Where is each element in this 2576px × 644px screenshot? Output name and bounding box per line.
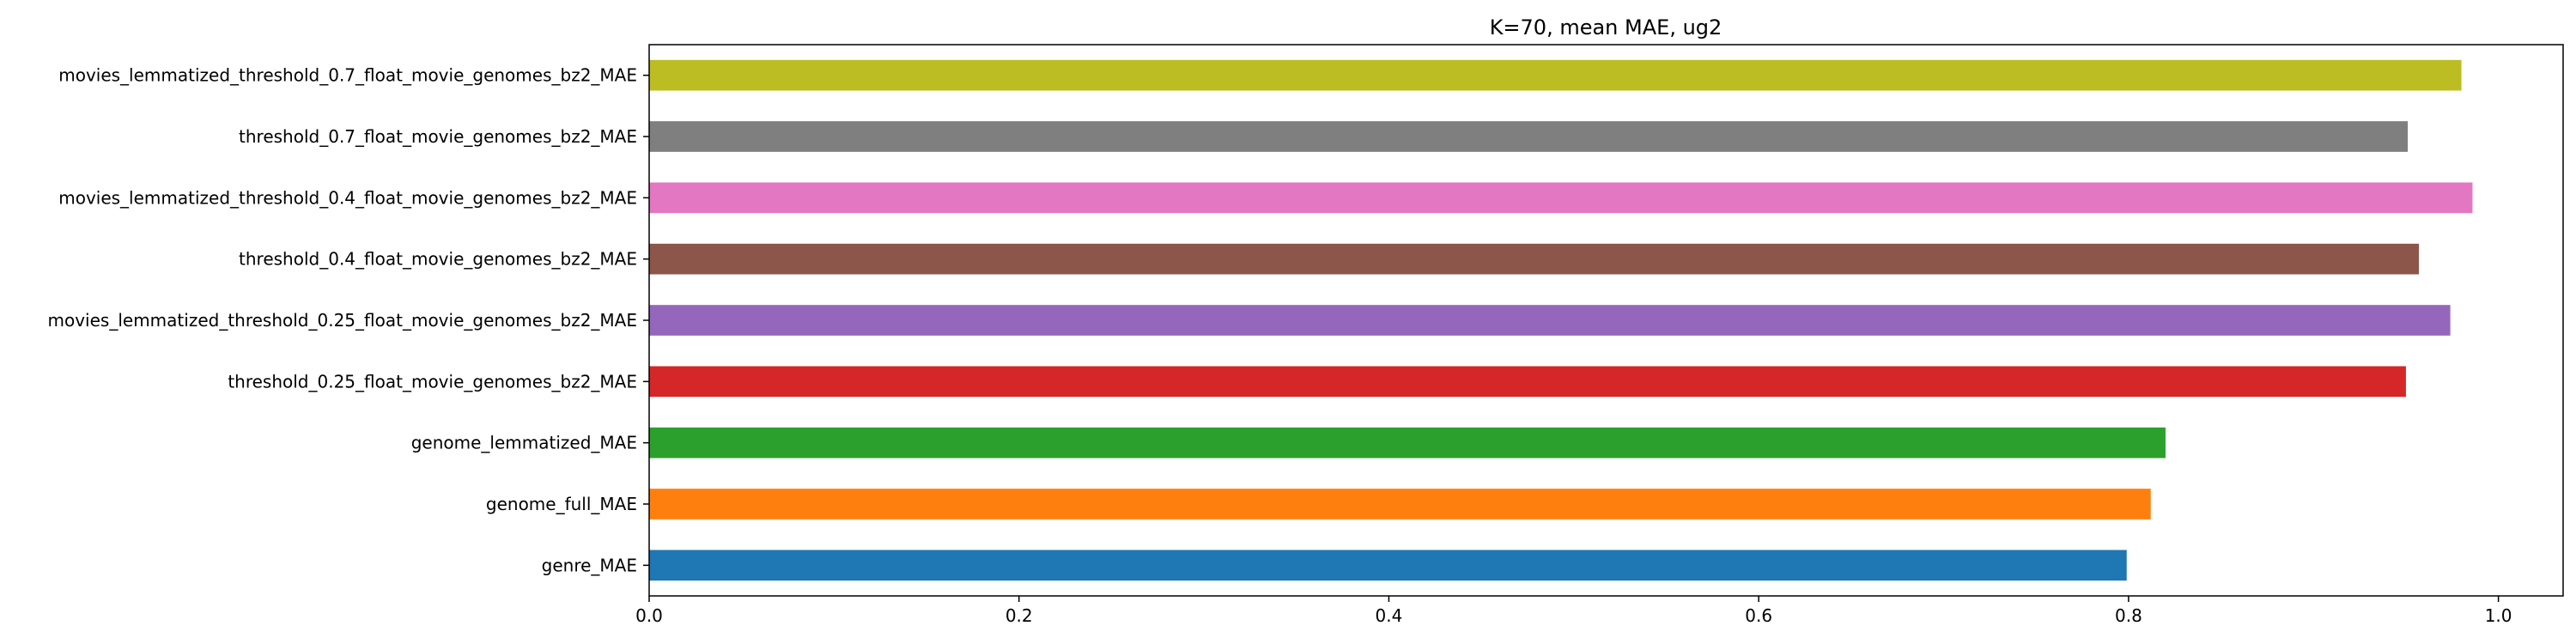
x-tick-label: 0.8 xyxy=(2115,605,2142,626)
x-tick-label: 1.0 xyxy=(2485,605,2512,626)
category-label: movies_lemmatized_threshold_0.7_float_mo… xyxy=(58,65,637,86)
category-label: genome_full_MAE xyxy=(486,494,637,514)
category-label: threshold_0.7_float_movie_genomes_bz2_MA… xyxy=(239,126,637,147)
category-label: threshold_0.4_float_movie_genomes_bz2_MA… xyxy=(239,249,637,270)
bar-movies-lemmatized-threshold-0-25-float-movie-genomes-bz2-mae xyxy=(649,305,2451,336)
bar-threshold-0-7-float-movie-genomes-bz2-mae xyxy=(649,121,2409,152)
bar-threshold-0-25-float-movie-genomes-bz2-mae xyxy=(649,366,2406,398)
chart-title: K=70, mean MAE, ug2 xyxy=(1490,15,1722,39)
bar-genome-lemmatized-mae xyxy=(649,427,2166,459)
x-tick-label: 0.6 xyxy=(1745,605,1772,626)
category-label: movies_lemmatized_threshold_0.25_float_m… xyxy=(48,310,638,331)
x-ticks-group: 0.0 0.2 0.4 0.6 0.8 1.0 xyxy=(635,596,2512,626)
category-label: movies_lemmatized_threshold_0.4_float_mo… xyxy=(58,187,637,208)
bar-movies-lemmatized-threshold-0-4-float-movie-genomes-bz2-mae xyxy=(649,182,2473,214)
category-label: threshold_0.25_float_movie_genomes_bz2_M… xyxy=(228,371,637,392)
plot-frame xyxy=(648,44,2564,597)
category-label: genome_lemmatized_MAE xyxy=(411,433,637,453)
bar-genome-full-mae xyxy=(649,489,2151,519)
bar-movies-lemmatized-threshold-0-7-float-movie-genomes-bz2-mae xyxy=(649,59,2462,91)
x-tick-label: 0.2 xyxy=(1005,605,1033,626)
bars-group xyxy=(649,59,2473,581)
category-labels-group: genre_MAE genome_full_MAE genome_lemmatize… xyxy=(48,65,649,575)
x-tick-label: 0.0 xyxy=(635,605,663,626)
bar-threshold-0-4-float-movie-genomes-bz2-mae xyxy=(649,243,2420,275)
x-tick-label: 0.4 xyxy=(1376,605,1403,626)
bar-genre-mae xyxy=(649,550,2127,581)
category-label: genre_MAE xyxy=(542,555,637,575)
